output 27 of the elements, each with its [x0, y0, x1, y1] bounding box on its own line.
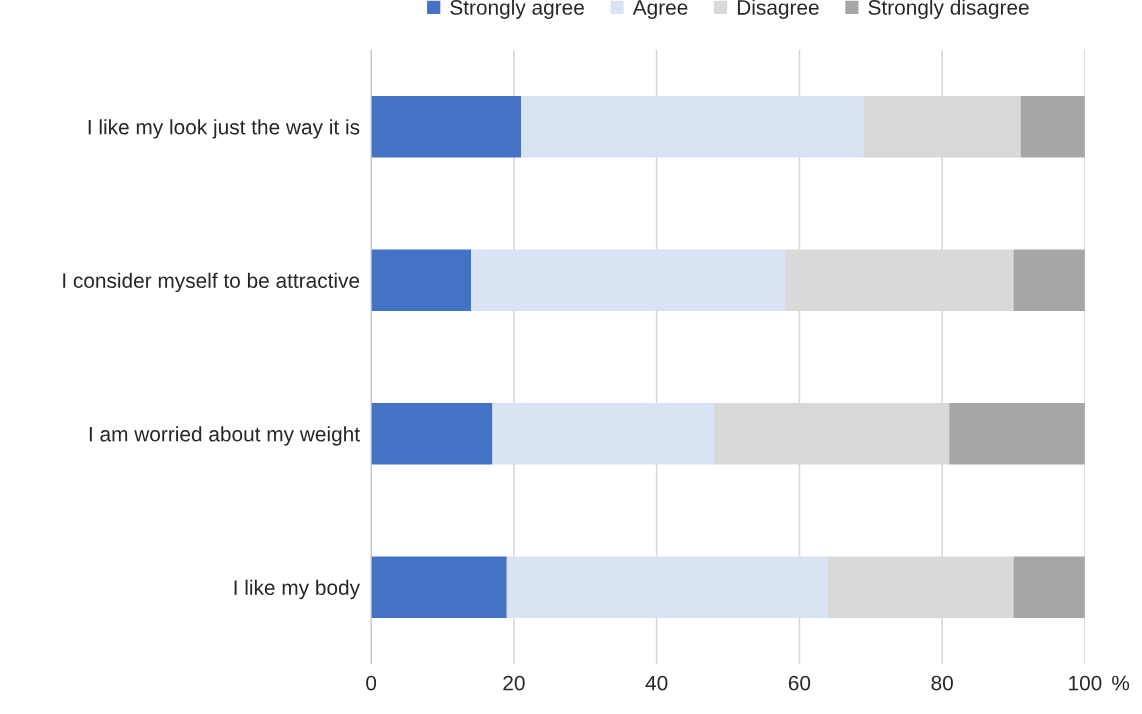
- bar: [371, 556, 507, 618]
- x-axis-title: %: [1112, 675, 1130, 691]
- x-tick-label: 0: [366, 675, 377, 691]
- bar: [371, 249, 472, 311]
- bar: [949, 403, 1085, 465]
- y-tick-label: I like my body: [234, 579, 361, 600]
- bar: [371, 403, 493, 465]
- bar: [471, 249, 786, 311]
- x-tick-label: 20: [503, 675, 525, 691]
- legend-label: Agree: [632, 0, 688, 19]
- bar: [1020, 96, 1085, 158]
- bar: [371, 96, 522, 158]
- legend-label: Strongly disagree: [868, 0, 1029, 19]
- x-tick-label: 100: [1069, 675, 1102, 691]
- bar: [506, 556, 828, 618]
- bar: [1013, 249, 1085, 311]
- legend-label: Strongly agree: [450, 0, 584, 19]
- bar: [521, 96, 864, 158]
- x-tick-label: 80: [931, 675, 953, 691]
- bar: [492, 403, 714, 465]
- legend-label: Disagree: [737, 0, 819, 19]
- y-tick-label: I consider myself to be attractive: [63, 272, 360, 293]
- y-tick-label: I like my look just the way it is: [88, 119, 360, 139]
- y-tick-label: I am worried about my weight: [89, 426, 360, 446]
- x-tick-label: 60: [788, 675, 811, 691]
- bar: [1013, 556, 1085, 618]
- x-tick-label: 40: [645, 675, 668, 691]
